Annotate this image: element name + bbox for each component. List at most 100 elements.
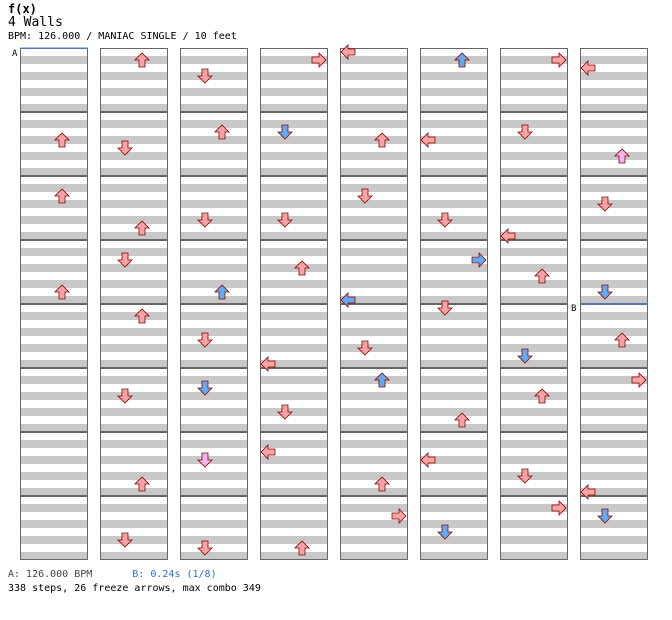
beat-stripe	[260, 136, 328, 144]
beat-stripe	[580, 536, 648, 544]
beat-stripe	[100, 248, 168, 256]
beat-stripe	[260, 168, 328, 176]
beat-stripe	[580, 56, 648, 64]
step-arrow	[597, 196, 613, 212]
beat-stripe	[420, 408, 488, 416]
beat-stripe	[340, 472, 408, 480]
beat-stripe	[20, 328, 88, 336]
arrow-shape	[340, 44, 356, 60]
beat-stripe	[180, 328, 248, 336]
step-arrow	[340, 44, 356, 60]
beat-stripe	[420, 216, 488, 224]
arrow-shape	[580, 484, 596, 500]
measure-box	[340, 304, 408, 368]
beat-stripe	[340, 344, 408, 352]
beat-stripe	[260, 392, 328, 400]
step-arrow	[277, 124, 293, 140]
beat-stripe	[180, 312, 248, 320]
step-arrow	[117, 388, 133, 404]
measure-box	[340, 240, 408, 304]
beat-stripe	[500, 408, 568, 416]
beat-stripe	[180, 104, 248, 112]
beat-stripe	[500, 168, 568, 176]
measure-box	[500, 368, 568, 432]
step-arrow	[500, 228, 516, 244]
beat-stripe	[20, 152, 88, 160]
arrow-shape	[374, 476, 390, 492]
step-arrow	[420, 132, 436, 148]
step-arrow	[614, 332, 630, 348]
step-arrow	[420, 452, 436, 468]
beat-stripe	[20, 264, 88, 272]
measure-box	[340, 48, 408, 112]
measure-box	[500, 432, 568, 496]
beat-stripe	[420, 456, 488, 464]
beat-stripe	[580, 392, 648, 400]
step-arrow	[54, 284, 70, 300]
beat-stripe	[20, 440, 88, 448]
beat-stripe	[180, 88, 248, 96]
arrow-shape	[357, 188, 373, 204]
arrow-shape	[420, 452, 436, 468]
bpm-a-label: A: 126.000 BPM	[8, 569, 93, 580]
beat-stripe	[340, 504, 408, 512]
beat-stripe	[420, 72, 488, 80]
measure-box	[20, 496, 88, 560]
step-arrow	[551, 52, 567, 68]
beat-stripe	[340, 392, 408, 400]
beat-stripe	[340, 184, 408, 192]
beat-stripe	[180, 360, 248, 368]
step-arrow	[471, 252, 487, 268]
measure-box	[340, 368, 408, 432]
beat-stripe	[420, 232, 488, 240]
measure-box	[500, 240, 568, 304]
beat-stripe	[100, 520, 168, 528]
beat-stripe	[340, 536, 408, 544]
beat-stripe	[180, 216, 248, 224]
arrow-shape	[374, 372, 390, 388]
beat-stripe	[100, 312, 168, 320]
arrow-shape	[437, 300, 453, 316]
beat-stripe	[580, 520, 648, 528]
arrow-shape	[517, 348, 533, 364]
beat-stripe	[20, 504, 88, 512]
step-arrow	[197, 380, 213, 396]
beat-stripe	[580, 456, 648, 464]
arrow-shape	[597, 508, 613, 524]
beat-stripe	[420, 136, 488, 144]
beat-stripe	[20, 360, 88, 368]
beat-stripe	[500, 136, 568, 144]
beat-stripe	[420, 344, 488, 352]
beat-stripe	[580, 440, 648, 448]
step-arrow	[134, 52, 150, 68]
measure-box	[100, 48, 168, 112]
beat-stripe	[180, 440, 248, 448]
beat-stripe	[500, 472, 568, 480]
beat-stripe	[260, 488, 328, 496]
beat-stripe	[340, 120, 408, 128]
beat-stripe	[500, 424, 568, 432]
beat-stripe	[420, 104, 488, 112]
beat-stripe	[180, 168, 248, 176]
beat-stripe	[580, 200, 648, 208]
beat-stripe	[500, 280, 568, 288]
measure-box	[260, 176, 328, 240]
measure-box	[420, 176, 488, 240]
beat-stripe	[180, 456, 248, 464]
beat-stripe	[260, 280, 328, 288]
beat-stripe	[340, 248, 408, 256]
arrow-shape	[197, 68, 213, 84]
beat-stripe	[100, 536, 168, 544]
beat-stripe	[580, 168, 648, 176]
beat-stripe	[180, 248, 248, 256]
beat-stripe	[580, 120, 648, 128]
step-arrow	[374, 372, 390, 388]
measure-box	[500, 112, 568, 176]
arrow-shape	[420, 132, 436, 148]
beat-stripe	[340, 360, 408, 368]
beat-stripe	[500, 152, 568, 160]
step-arrow	[597, 284, 613, 300]
measure-box	[420, 112, 488, 176]
step-arrow	[311, 52, 327, 68]
